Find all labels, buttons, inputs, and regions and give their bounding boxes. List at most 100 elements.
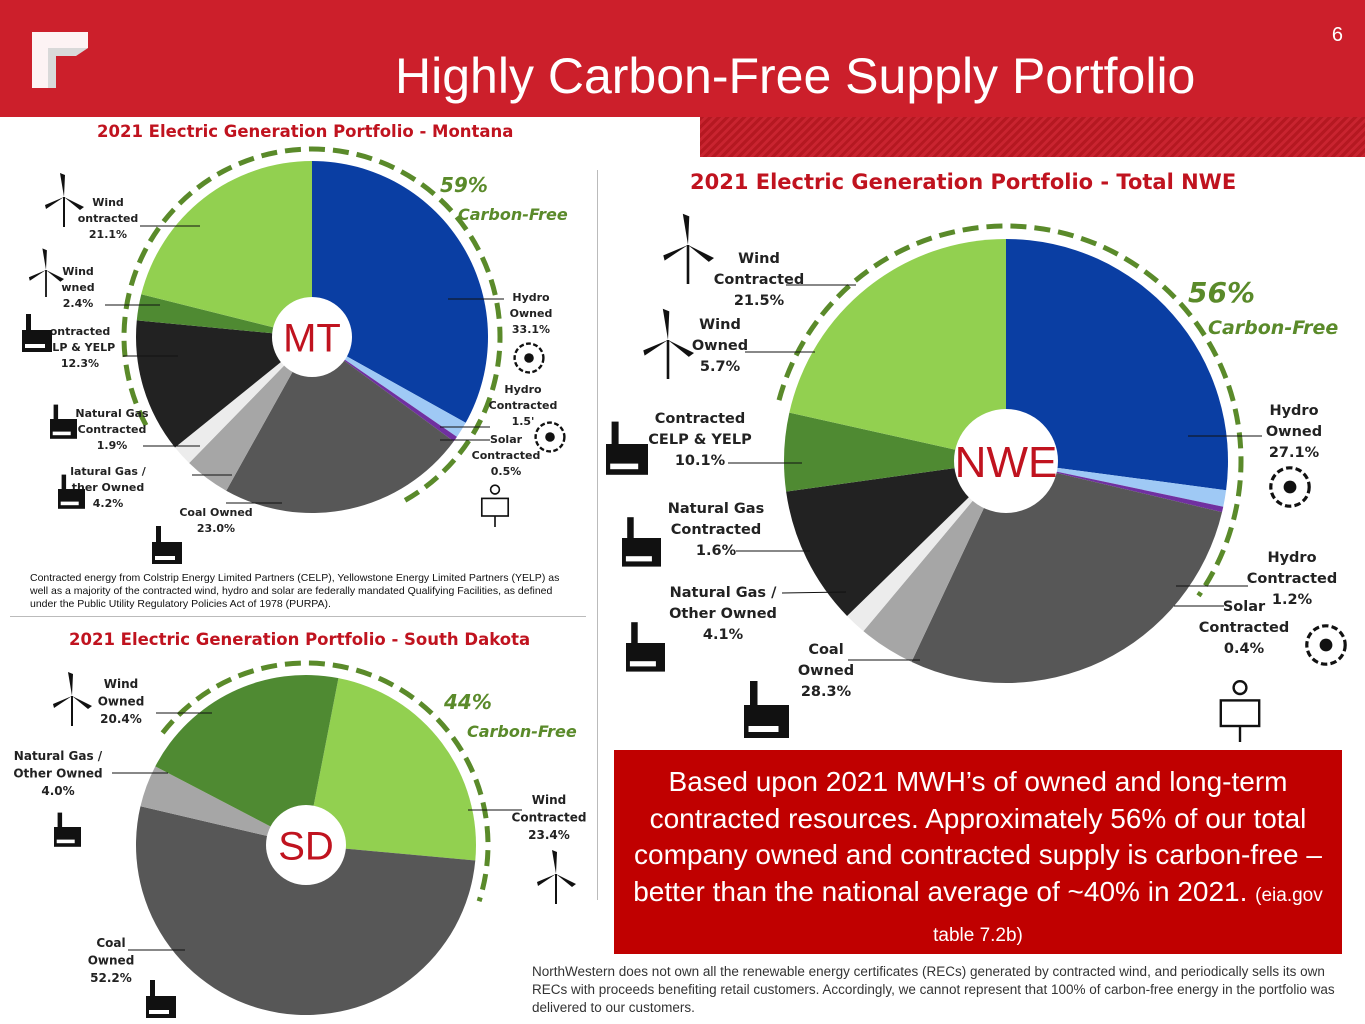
slice-mt-hydro-contracted bbox=[312, 337, 466, 437]
page-number: 6 bbox=[1331, 24, 1343, 46]
factory-icon bbox=[606, 421, 648, 475]
center-label-mt: MT bbox=[283, 316, 341, 360]
wind-turbine-icon bbox=[643, 308, 694, 379]
chart-title-south-dakota: 2021 Electric Generation Portfolio - Sou… bbox=[69, 630, 531, 649]
data-label-mt-wind-owned: Wind wned 2.4% bbox=[61, 265, 94, 310]
slice-mt-contracted-celp-yelp bbox=[136, 320, 312, 448]
data-label-nwe-coal-owned: Coal Owned 28.3% bbox=[798, 642, 854, 700]
data-label-mt-natural-gas-contracted: Natural Gas Contracted 1.9% bbox=[75, 407, 149, 452]
data-label-sd-wind-contracted: Wind Contracted 23.4% bbox=[512, 793, 587, 842]
slice-nwe-wind-contracted bbox=[789, 239, 1006, 461]
pie-chart-nwe: NWE 56% Carbon-Free Hydro Owned 27.1% Hydro Con… bbox=[648, 223, 1338, 700]
company-logo-icon bbox=[32, 32, 88, 88]
solar-panel-icon bbox=[1219, 679, 1261, 743]
callout-text: Based upon 2021 MWH’s of owned and long-… bbox=[633, 766, 1322, 907]
factory-icon bbox=[626, 622, 665, 672]
data-label-nwe-contracted-celp-yelp: Contracted CELP & YELP 10.1% bbox=[648, 411, 752, 469]
slice-mt-wind-contracted bbox=[141, 161, 312, 337]
data-label-nwe-wind-contracted: Wind Contracted 21.5% bbox=[714, 251, 805, 309]
slice-nwe-contracted-celp-yelp bbox=[786, 461, 1006, 616]
carbon-free-arc-mt bbox=[121, 146, 503, 506]
wind-turbine-icon bbox=[53, 672, 92, 726]
header-stripe bbox=[700, 117, 1365, 157]
hydro-icon bbox=[513, 342, 545, 374]
center-hole-nwe bbox=[954, 409, 1058, 513]
data-label-nwe-natural-gas-contracted: Natural Gas Contracted 1.6% bbox=[668, 501, 764, 559]
factory-icon bbox=[22, 314, 52, 352]
hydro-icon bbox=[534, 421, 566, 453]
carbon-free-percent-sd: 44% bbox=[443, 690, 492, 714]
slice-nwe-solar-contracted bbox=[1006, 461, 1224, 513]
carbon-free-callout: Based upon 2021 MWH’s of owned and long-… bbox=[614, 750, 1342, 954]
slice-mt-natural-gas-contracted bbox=[174, 337, 312, 464]
slice-mt-natural-gas-other-owned bbox=[189, 337, 312, 491]
data-label-nwe-natural-gas-other-owned: Natural Gas / Other Owned 4.1% bbox=[669, 585, 777, 643]
data-label-sd-natural-gas-other-owned: Natural Gas / Other Owned 4.0% bbox=[13, 749, 102, 798]
pie-chart-sd: SD 44% Carbon-Free Wind Contracted 23.4% Coal O… bbox=[13, 660, 587, 1016]
slice-nwe-natural-gas-other-owned bbox=[863, 461, 1006, 662]
factory-icon bbox=[744, 681, 789, 738]
data-label-nwe-hydro-owned: Hydro Owned 27.1% bbox=[1266, 403, 1322, 461]
slice-sd-wind-owned bbox=[155, 675, 339, 845]
wind-turbine-icon bbox=[537, 850, 576, 904]
data-label-mt-coal-owned: Coal Owned 23.0% bbox=[179, 506, 252, 535]
data-label-mt-hydro-owned: Hydro Owned 33.1% bbox=[510, 291, 553, 336]
header-bar bbox=[0, 0, 1365, 117]
slice-nwe-wind-owned bbox=[784, 412, 1006, 492]
page-title: Highly Carbon-Free Supply Portfolio bbox=[395, 48, 1196, 104]
slice-nwe-hydro-owned bbox=[1006, 239, 1228, 491]
chart-title-montana: 2021 Electric Generation Portfolio - Mon… bbox=[97, 122, 514, 141]
factory-icon bbox=[54, 812, 81, 847]
center-label-sd: SD bbox=[278, 824, 334, 868]
vertical-divider bbox=[597, 170, 598, 900]
data-label-nwe-wind-owned: Wind Owned 5.7% bbox=[692, 317, 748, 375]
slice-mt-hydro-owned bbox=[312, 161, 488, 423]
leader-line-nwe-natural-gas-other-owned bbox=[781, 591, 847, 594]
celp-yelp-footnote: Contracted energy from Colstrip Energy L… bbox=[30, 572, 560, 610]
horizontal-divider bbox=[10, 616, 586, 617]
callout-source: (eia.gov table 7.2b) bbox=[933, 884, 1323, 947]
data-label-mt-wind-contracted: Wind ontracted 21.1% bbox=[78, 196, 139, 241]
data-label-mt-contracted-celp-yelp: ontracted ELP & YELP 12.3% bbox=[45, 325, 115, 370]
wind-turbine-icon bbox=[663, 213, 714, 284]
slice-sd-wind-contracted bbox=[306, 678, 476, 861]
carbon-free-arc-sd bbox=[160, 660, 491, 903]
slice-mt-solar-contracted bbox=[312, 337, 457, 442]
factory-icon bbox=[58, 474, 85, 509]
slice-nwe-hydro-contracted bbox=[1006, 461, 1227, 507]
solar-panel-icon bbox=[480, 484, 510, 528]
data-label-mt-hydro-contracted: Hydro Contracted 1.5' bbox=[489, 383, 558, 428]
recs-footnote: NorthWestern does not own all the renewa… bbox=[532, 964, 1335, 1015]
center-label-nwe: NWE bbox=[955, 438, 1058, 487]
hydro-icon bbox=[1269, 466, 1311, 508]
slice-mt-wind-owned bbox=[136, 294, 312, 337]
data-label-sd-coal-owned: Coal Owned 52.2% bbox=[88, 936, 135, 985]
slice-sd-coal-owned bbox=[135, 806, 476, 1016]
slice-nwe-natural-gas-contracted bbox=[847, 461, 1006, 632]
data-label-mt-solar-contracted: Solar Contracted 0.5% bbox=[472, 433, 541, 478]
factory-icon bbox=[622, 517, 661, 567]
slice-mt-coal-owned bbox=[226, 337, 454, 513]
carbon-free-label-sd: Carbon-Free bbox=[467, 722, 577, 741]
wind-turbine-icon bbox=[28, 248, 64, 298]
hydro-icon bbox=[1305, 624, 1347, 666]
data-label-nwe-solar-contracted: Solar Contracted 0.4% bbox=[1199, 599, 1290, 657]
center-hole-sd bbox=[266, 805, 346, 885]
carbon-free-percent-nwe: 56% bbox=[1188, 276, 1255, 309]
data-label-nwe-hydro-contracted: Hydro Contracted 1.2% bbox=[1247, 550, 1338, 608]
pie-chart-mt: MT 59% Carbon-Free Hydro Owned 33.1% Hydro Cont… bbox=[45, 146, 568, 535]
center-hole-mt bbox=[272, 297, 352, 377]
slice-sd-natural-gas-other-owned bbox=[140, 766, 306, 845]
carbon-free-label-mt: Carbon-Free bbox=[458, 205, 568, 224]
slice-nwe-coal-owned bbox=[911, 461, 1223, 683]
factory-icon bbox=[50, 404, 77, 439]
data-label-sd-wind-owned: Wind Owned 20.4% bbox=[98, 677, 145, 726]
wind-turbine-icon bbox=[45, 173, 84, 227]
carbon-free-label-nwe: Carbon-Free bbox=[1208, 317, 1338, 339]
factory-icon bbox=[146, 980, 176, 1018]
factory-icon bbox=[152, 526, 182, 564]
data-label-mt-natural-gas-other-owned: latural Gas / ther Owned 4.2% bbox=[70, 465, 147, 510]
chart-title-total-nwe: 2021 Electric Generation Portfolio - Tot… bbox=[690, 170, 1237, 194]
carbon-free-arc-nwe bbox=[776, 223, 1244, 598]
